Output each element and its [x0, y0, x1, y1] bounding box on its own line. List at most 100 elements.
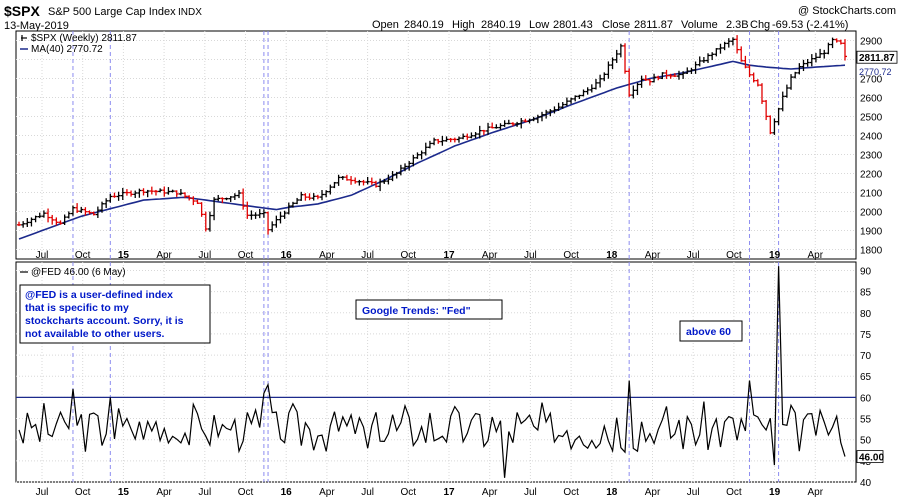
price-bar — [191, 196, 196, 206]
price-bar — [722, 41, 727, 51]
price-bar — [290, 201, 295, 208]
fed-xtick-label: Apr — [319, 487, 335, 498]
price-legend: $SPX (Weekly) 2811.87 MA(40) 2770.72 — [20, 33, 137, 55]
price-bar — [685, 67, 690, 74]
price-bar — [17, 221, 21, 227]
price-bar — [50, 214, 55, 225]
price-bar — [46, 208, 51, 223]
chg-value: -69.53 (-2.41%) — [772, 19, 848, 31]
price-tick-label: 2100 — [860, 189, 883, 200]
fed-xtick-label: Oct — [563, 487, 579, 498]
price-bar — [498, 123, 503, 130]
svg-text:2811.87: 2811.87 — [859, 53, 895, 64]
price-bar — [141, 188, 146, 196]
price-bar — [270, 221, 275, 233]
watermark: @ StockCharts.com — [798, 5, 896, 17]
price-bar — [386, 174, 391, 185]
price-bar — [199, 202, 204, 217]
price-xtick-label: 15 — [118, 250, 130, 261]
price-bar — [100, 201, 105, 213]
price-bar — [564, 97, 569, 107]
price-bar — [187, 195, 192, 201]
price-bar — [502, 120, 507, 127]
fed-xtick-label: Apr — [156, 487, 172, 498]
price-bar — [689, 67, 694, 74]
price-bar — [58, 220, 63, 225]
price-bar — [822, 49, 827, 59]
price-bar — [506, 119, 511, 125]
price-xtick-label: Oct — [75, 250, 91, 261]
price-xtick-label: Jul — [687, 250, 700, 261]
price-bar — [137, 188, 142, 198]
price-xtick-label: Jul — [198, 250, 211, 261]
price-bar — [706, 53, 711, 63]
price-bar — [560, 102, 565, 109]
ma-line-layer — [18, 60, 846, 240]
price-tick-label: 2000 — [860, 208, 883, 219]
price-bar — [531, 116, 536, 122]
fed-xtick-label: Jul — [36, 487, 49, 498]
price-bar — [195, 199, 200, 205]
price-bar — [415, 152, 420, 159]
price-bar — [353, 177, 358, 184]
price-bar — [158, 188, 163, 193]
price-bar — [710, 52, 715, 61]
open-value: 2840.19 — [404, 19, 444, 31]
price-bar — [714, 48, 719, 57]
price-bar — [403, 163, 408, 172]
price-legend-label: $SPX (Weekly) 2811.87 — [31, 33, 137, 44]
price-last-value: 2811.87 — [856, 50, 898, 64]
price-xtick-label: Oct — [401, 250, 417, 261]
chart-name: S&P 500 Large Cap Index — [48, 6, 176, 18]
price-bar — [286, 202, 291, 215]
price-bar — [838, 39, 843, 45]
price-bar — [315, 194, 320, 200]
price-xtick-label: 19 — [769, 250, 781, 261]
price-bar — [66, 211, 71, 219]
price-bar — [552, 106, 557, 114]
price-bar — [307, 193, 312, 201]
fed-xtick-label: Jul — [524, 487, 537, 498]
price-bar — [701, 57, 706, 63]
price-bar — [602, 72, 607, 82]
price-tick-label: 2200 — [860, 170, 883, 181]
price-bar — [336, 174, 341, 186]
price-bar — [145, 189, 150, 198]
price-bar — [311, 193, 316, 201]
fed-xtick-label: Jul — [687, 487, 700, 498]
fed-xtick-label: 19 — [769, 487, 781, 498]
price-bar — [212, 197, 217, 221]
price-bar — [789, 74, 794, 90]
high-label: High — [452, 19, 475, 31]
price-bar — [693, 61, 698, 74]
price-tick-label: 2700 — [860, 75, 883, 86]
price-bar — [523, 118, 528, 123]
price-bar — [768, 115, 773, 135]
price-bar — [784, 84, 789, 98]
price-bar — [697, 56, 702, 67]
price-bar — [116, 191, 121, 201]
price-bar — [834, 38, 839, 43]
price-bar — [303, 193, 308, 201]
price-bar — [407, 160, 412, 171]
price-bar — [133, 190, 138, 198]
price-bar — [54, 217, 59, 226]
x-axis-labels: Jul Jul Oct Oct 15 15 Apr Apr Jul Jul Oct Oct 16 16 Ap… — [36, 250, 824, 498]
svg-text:46.00: 46.00 — [859, 453, 884, 464]
price-bar — [747, 64, 752, 78]
price-bar — [178, 188, 183, 196]
price-bar — [643, 75, 648, 81]
price-bar — [373, 180, 378, 188]
price-tick-label: 1900 — [860, 227, 883, 238]
price-bar — [174, 190, 179, 197]
price-bar — [809, 54, 814, 67]
fed-tick-label: 50 — [860, 436, 872, 447]
price-xtick-label: Apr — [482, 250, 498, 261]
price-bar — [295, 197, 300, 205]
price-bar — [25, 218, 30, 227]
price-bar — [656, 75, 661, 81]
price-bar — [299, 191, 304, 201]
price-bar — [801, 59, 806, 72]
price-bar — [627, 68, 632, 97]
price-bar — [365, 176, 370, 185]
